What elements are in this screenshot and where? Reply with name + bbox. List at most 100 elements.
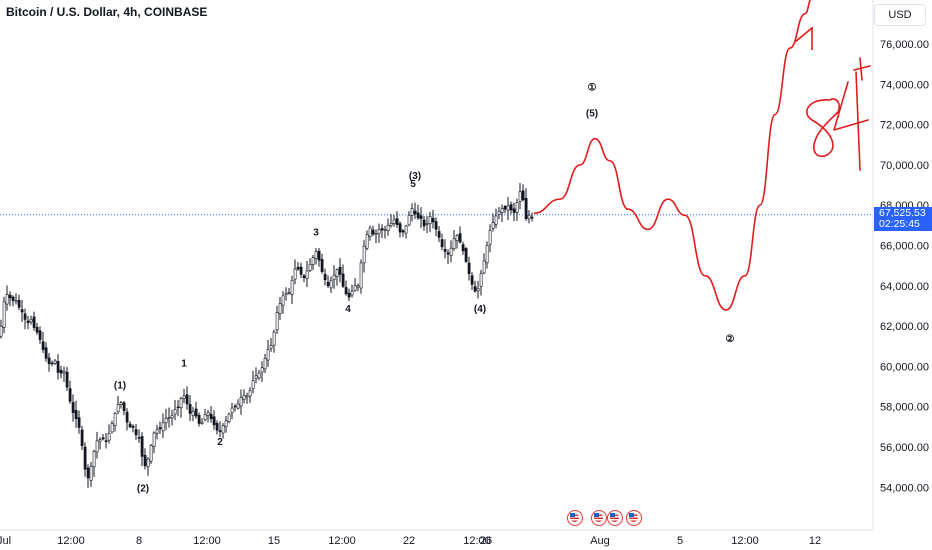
candle-down bbox=[140, 436, 144, 457]
candle-up bbox=[62, 371, 66, 374]
candle-up bbox=[29, 319, 33, 323]
candle-down bbox=[128, 423, 132, 428]
us-flag-icon[interactable] bbox=[626, 510, 642, 526]
candle-down bbox=[59, 369, 63, 374]
candle-up bbox=[476, 288, 480, 292]
candle-up bbox=[248, 390, 252, 397]
time-tick-label: 15 bbox=[268, 535, 280, 547]
candle-up bbox=[293, 268, 297, 280]
candle-up bbox=[353, 285, 357, 291]
time-tick-label: 12:00 bbox=[193, 535, 221, 547]
candle-up bbox=[311, 257, 315, 265]
candle-up bbox=[152, 432, 156, 447]
us-flag-icon[interactable] bbox=[567, 510, 583, 526]
candle-up bbox=[386, 225, 390, 231]
candle-up bbox=[155, 429, 159, 434]
candle-down bbox=[35, 326, 39, 333]
candle-up bbox=[203, 414, 207, 421]
candle-down bbox=[209, 413, 213, 420]
candle-up bbox=[506, 205, 510, 211]
candle-up bbox=[428, 216, 432, 225]
candle-up bbox=[113, 413, 117, 426]
time-axis[interactable]: Jul12:00812:001512:002212:0026Aug512:001… bbox=[0, 535, 821, 547]
candle-up bbox=[278, 302, 282, 314]
price-axis[interactable]: 76,000.0074,000.0072,000.0070,000.0068,0… bbox=[880, 39, 929, 494]
time-tick-label: 12 bbox=[809, 535, 821, 547]
candle-up bbox=[269, 345, 273, 349]
candle-down bbox=[512, 208, 516, 213]
candle-down bbox=[302, 275, 306, 279]
time-tick-label: 12:00 bbox=[57, 535, 85, 547]
candle-up bbox=[329, 280, 333, 289]
candle-down bbox=[380, 228, 384, 231]
candle-down bbox=[80, 429, 84, 446]
candle-down bbox=[470, 275, 474, 285]
candle-up bbox=[314, 251, 318, 259]
time-tick-label: 5 bbox=[677, 535, 683, 547]
wave-labels: (1) (2) 1 2 3 4 (3)5 (4) (5) ① ② bbox=[114, 82, 735, 494]
time-tick-label: 12:00 bbox=[731, 535, 759, 547]
last-price-tag: 67,525.53 02:25:45 bbox=[874, 207, 932, 231]
candle-up bbox=[179, 398, 183, 408]
price-tick-label: 60,000.00 bbox=[880, 361, 929, 373]
candle-down bbox=[458, 233, 462, 243]
candle-down bbox=[215, 422, 219, 431]
candle-down bbox=[86, 467, 90, 479]
candle-up bbox=[518, 191, 522, 202]
wave-label: (1) bbox=[114, 381, 126, 392]
candle-up bbox=[89, 466, 93, 481]
candle-down bbox=[323, 273, 327, 281]
candle-up bbox=[95, 440, 99, 453]
candle-down bbox=[347, 292, 351, 298]
chart-title: Bitcoin / U.S. Dollar, 4h, COINBASE bbox=[6, 5, 208, 19]
candle-up bbox=[263, 358, 267, 370]
price-tick-label: 70,000.00 bbox=[880, 160, 929, 172]
time-tick-label: 12:00 bbox=[463, 535, 491, 547]
price-tick-label: 58,000.00 bbox=[880, 402, 929, 414]
candle-down bbox=[299, 266, 303, 275]
candle-up bbox=[167, 417, 171, 419]
candle-up bbox=[161, 422, 165, 432]
candle-down bbox=[416, 212, 420, 219]
candle-up bbox=[182, 395, 186, 399]
candle-down bbox=[461, 244, 465, 252]
candle-down bbox=[326, 281, 330, 287]
candle-down bbox=[464, 248, 468, 262]
candle-down bbox=[176, 406, 180, 409]
candle-down bbox=[233, 405, 237, 408]
candle-down bbox=[197, 414, 201, 424]
candle-down bbox=[101, 437, 105, 440]
us-flag-icon[interactable] bbox=[607, 510, 623, 526]
candle-down bbox=[185, 394, 189, 405]
candle-down bbox=[344, 287, 348, 295]
candle-up bbox=[146, 458, 150, 467]
price-tick-label: 56,000.00 bbox=[880, 442, 929, 454]
currency-selector[interactable]: USD bbox=[874, 4, 926, 26]
candle-up bbox=[494, 215, 498, 225]
candle-up bbox=[452, 238, 456, 250]
candle-down bbox=[122, 402, 126, 412]
candle-down bbox=[401, 230, 405, 233]
candle-down bbox=[77, 417, 81, 428]
candle-down bbox=[104, 440, 108, 442]
candle-down bbox=[395, 218, 399, 225]
candle-up bbox=[242, 394, 246, 400]
wave-label: ② bbox=[726, 334, 735, 345]
candle-up bbox=[14, 300, 18, 303]
candle-up bbox=[479, 273, 483, 287]
price-tick-label: 54,000.00 bbox=[880, 482, 929, 494]
wave-label: 2 bbox=[217, 437, 223, 448]
candle-up bbox=[170, 415, 174, 419]
candle-up bbox=[407, 214, 411, 226]
forecast-drawing[interactable] bbox=[533, 0, 813, 311]
wave-label: 4 bbox=[345, 304, 351, 315]
candle-down bbox=[188, 403, 192, 414]
us-flag-icon[interactable] bbox=[591, 510, 607, 526]
candle-up bbox=[368, 227, 372, 237]
handwritten-84k-annotation[interactable] bbox=[806, 57, 871, 171]
candle-up bbox=[500, 208, 504, 213]
candle-up bbox=[374, 233, 378, 235]
candle-down bbox=[296, 266, 300, 270]
candle-up bbox=[245, 395, 249, 398]
